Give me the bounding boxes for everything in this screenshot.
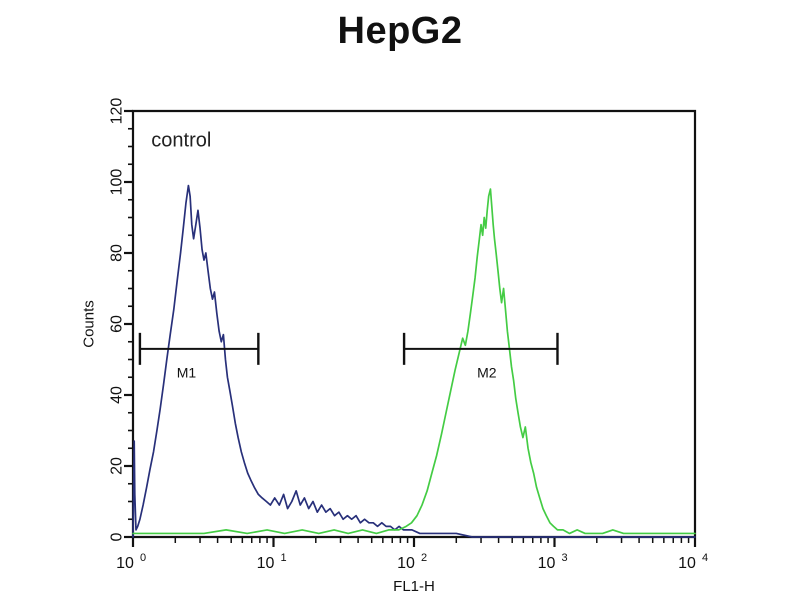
y-tick-label: 80	[109, 244, 126, 262]
x-tick-label-exponent: 3	[561, 552, 567, 564]
x-tick-label-exponent: 1	[280, 552, 286, 564]
x-axis-title: FL1-H	[393, 578, 435, 595]
x-tick-label-exponent: 4	[702, 552, 708, 564]
y-tick-label: 0	[109, 532, 126, 541]
plot-frame	[131, 109, 697, 537]
y-axis-title: Counts	[81, 300, 98, 348]
y-tick-label: 60	[109, 315, 126, 333]
x-tick-label-mantissa: 10	[116, 555, 134, 572]
control-annotation: control	[151, 130, 211, 152]
x-tick-label-mantissa: 10	[257, 555, 275, 572]
x-tick-label-exponent: 2	[421, 552, 427, 564]
x-tick-label-mantissa: 10	[397, 555, 415, 572]
page-title: HepG2	[337, 10, 463, 52]
x-tick-label-mantissa: 10	[678, 555, 696, 572]
y-tick-label: 40	[109, 386, 126, 404]
x-tick-label-exponent: 0	[140, 552, 146, 564]
y-tick-label: 100	[109, 169, 126, 196]
histogram-trace-control	[132, 184, 696, 538]
y-tick-label: 120	[109, 98, 126, 125]
x-tick-label-mantissa: 10	[538, 555, 556, 572]
histogram-trace-sample	[132, 188, 696, 535]
marker-label-m2: M2	[477, 364, 497, 380]
y-tick-label: 20	[109, 457, 126, 475]
marker-label-m1: M1	[177, 364, 197, 380]
